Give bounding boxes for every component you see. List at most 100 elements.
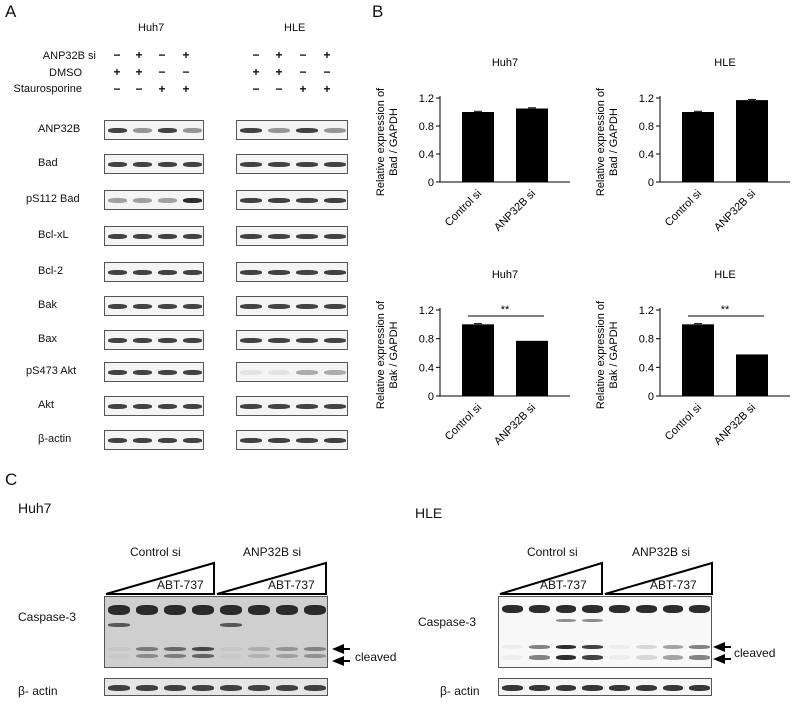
blot-band (268, 438, 290, 443)
blot-band (133, 198, 152, 203)
blot-band (248, 605, 270, 615)
y-tick-label: 0 (648, 391, 654, 403)
blot-strip (104, 296, 204, 316)
blot-band (108, 438, 127, 443)
cleaved-arrow-icon (713, 654, 725, 664)
cleaved-arrow-icon-tail (725, 658, 731, 660)
blot-strip (236, 120, 348, 140)
blot-band (296, 128, 318, 133)
huh7-label: Huh7 (138, 22, 165, 34)
blot-band (133, 438, 152, 443)
blot-band (108, 404, 127, 409)
blot-band (108, 370, 127, 375)
blot-band (662, 655, 684, 660)
c-left-triangles (105, 561, 327, 595)
blot-band (220, 685, 242, 691)
blot-band (609, 685, 630, 691)
blot-band (582, 605, 603, 613)
cleaved-arrow-icon (332, 656, 344, 666)
blot-band (635, 645, 657, 649)
cleaved-arrow-icon-tail (725, 646, 731, 648)
blot-band (609, 645, 630, 649)
blot-strip (104, 154, 204, 174)
blot-band (108, 128, 127, 133)
blot-band (183, 198, 202, 203)
chart-title: HLE (714, 57, 735, 69)
c-right-row-actin: β- actin (440, 684, 480, 698)
blot-strip (236, 362, 348, 382)
blot-band (296, 338, 318, 343)
blot-band (158, 438, 177, 443)
condition-sign: + (113, 65, 121, 79)
blot-band (689, 655, 710, 660)
blot-band (609, 605, 630, 613)
blot-band (183, 404, 202, 409)
blot-band (164, 605, 186, 615)
condition-sign: + (135, 48, 143, 62)
blot-band (502, 645, 523, 649)
blot-band (192, 647, 214, 651)
blot-band (296, 162, 318, 167)
bar (736, 354, 768, 396)
c-right-row-caspase3: Caspase-3 (418, 615, 477, 629)
blot-band (304, 605, 326, 615)
blot-band (108, 654, 130, 658)
category-label: ANP32B si (712, 188, 758, 234)
abt737-dose-triangle (604, 561, 713, 595)
blot-band (164, 685, 186, 691)
condition-sign: + (182, 48, 190, 62)
blot-band (183, 370, 202, 375)
blot-band (248, 685, 270, 691)
blot-band (304, 685, 326, 691)
blot-band (158, 162, 177, 167)
blot-band (192, 685, 214, 691)
condition-sign: + (158, 82, 166, 96)
blot-band (528, 655, 550, 660)
blot-band (240, 438, 262, 443)
blot-band (248, 647, 270, 651)
blot-band (582, 655, 603, 660)
blot-band (158, 370, 177, 375)
blot-band (183, 270, 202, 275)
blot-band (136, 605, 158, 615)
condition-sign: + (182, 82, 190, 96)
category-label: Control si (443, 402, 484, 443)
y-tick-label: 0.8 (639, 334, 654, 346)
blot-band (240, 128, 262, 133)
blot-band (689, 605, 710, 613)
y-tick-label: 0.8 (639, 121, 654, 133)
blot-band (635, 685, 657, 691)
category-label: Control si (663, 402, 704, 443)
chart-title: Huh7 (492, 269, 518, 281)
y-tick-label: 1.2 (419, 305, 434, 317)
blot-label: Bcl-2 (38, 265, 64, 277)
blot-band (502, 605, 523, 613)
chart-ylabel: Bak / GAPDH (388, 321, 400, 388)
blot-band (268, 404, 290, 409)
blot-strip (236, 154, 348, 174)
blot-band (240, 404, 262, 409)
blot-band (192, 654, 214, 658)
blot-band (324, 270, 346, 275)
blot-band (108, 162, 127, 167)
blot-band (276, 685, 298, 691)
blot-band (164, 647, 186, 651)
blot-band (555, 685, 577, 691)
blot-band (192, 605, 214, 615)
blot-strip (104, 430, 204, 450)
blot-label: Bax (38, 333, 57, 345)
blot-strip (104, 396, 204, 416)
blot-band (220, 623, 242, 627)
blot-band (108, 270, 127, 275)
bar (462, 112, 494, 182)
hle-caspase3-blot (498, 596, 712, 668)
significance-marker: ** (501, 304, 510, 316)
condition-sign: − (252, 48, 260, 62)
abt737-dose-triangle (216, 561, 327, 595)
panel-c-letter: C (5, 470, 18, 489)
c-right-cleaved-label: cleaved (734, 646, 776, 660)
blot-band (108, 304, 127, 309)
y-tick-label: 0.8 (419, 334, 434, 346)
blot-band (662, 685, 684, 691)
